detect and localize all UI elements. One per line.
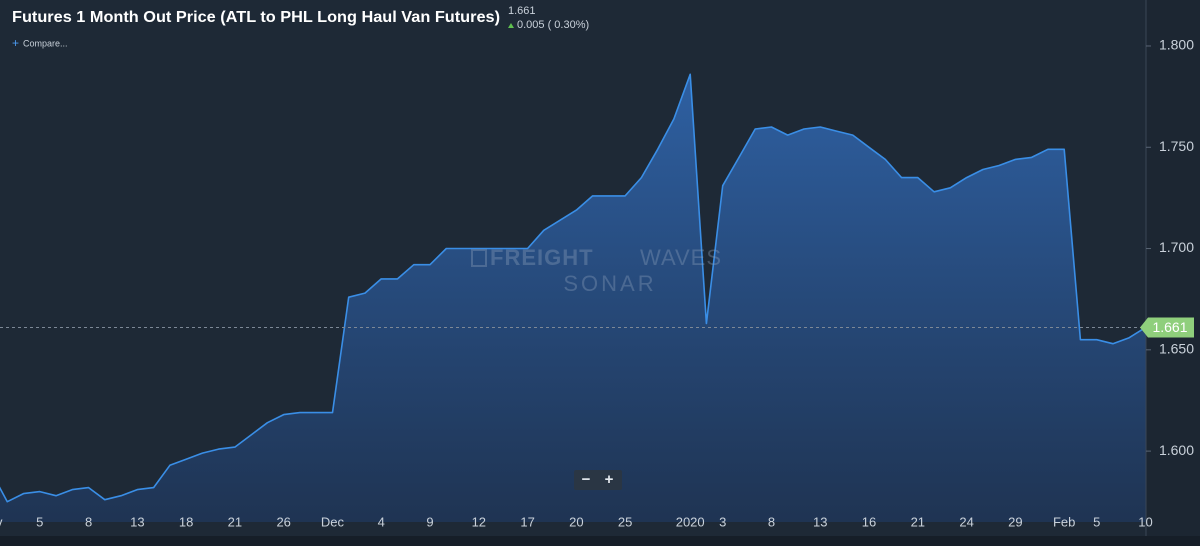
last-price: 1.661 (508, 5, 536, 17)
x-tick-label: 29 (1008, 514, 1022, 529)
x-tick-label: 17 (520, 514, 534, 529)
bottom-strip (0, 536, 1200, 546)
x-tick-label: 26 (276, 514, 290, 529)
last-price-marker-label: 1.661 (1152, 319, 1187, 335)
watermark-logo (471, 249, 487, 267)
compare-button[interactable]: Compare... (23, 38, 68, 48)
watermark: FREIGHT WAVES SONAR (471, 245, 722, 296)
x-tick-label: 8 (85, 514, 92, 529)
x-tick-label: Feb (1053, 514, 1075, 529)
zoom-bg (574, 470, 622, 490)
chart-title: Futures 1 Month Out Price (ATL to PHL Lo… (12, 9, 500, 26)
compare-plus[interactable]: + (12, 36, 19, 50)
area-fill (0, 74, 1146, 522)
x-tick-label: 25 (618, 514, 632, 529)
zoom-controls: − + (574, 470, 622, 490)
x-tick-label: 2020 (676, 514, 705, 529)
x-tick-label: 13 (130, 514, 144, 529)
x-tick-label: 10 (1138, 514, 1152, 529)
y-tick-label: 1.650 (1159, 341, 1194, 357)
price-line (0, 73, 1146, 503)
x-tick-label: 20 (569, 514, 583, 529)
x-tick-label: Nov (0, 514, 3, 529)
x-tick-label: 21 (911, 514, 925, 529)
x-tick-label: 12 (472, 514, 486, 529)
x-tick-label: 21 (228, 514, 242, 529)
x-tick-label: Dec (321, 514, 345, 529)
watermark-sub: SONAR (563, 271, 656, 296)
x-tick-label: 3 (719, 514, 726, 529)
y-tick-label: 1.700 (1159, 239, 1194, 255)
change-arrow (508, 23, 514, 28)
x-tick-label: 5 (1093, 514, 1100, 529)
x-tick-label: 9 (426, 514, 433, 529)
last-price-marker (1140, 317, 1194, 338)
x-tick-label: 5 (36, 514, 43, 529)
x-tick-label: 24 (959, 514, 973, 529)
x-tick-label: 13 (813, 514, 827, 529)
x-tick-label: 8 (768, 514, 775, 529)
x-tick-label: 4 (378, 514, 385, 529)
y-tick-label: 1.750 (1159, 138, 1194, 154)
y-tick-label: 1.800 (1159, 37, 1194, 53)
zoom-in[interactable]: + (605, 471, 614, 488)
watermark-light: WAVES (640, 245, 722, 270)
x-tick-label: 18 (179, 514, 193, 529)
y-axis-panel (1146, 0, 1200, 546)
zoom-out[interactable]: − (582, 471, 591, 488)
plot-area (0, 73, 1146, 522)
x-tick-label: 16 (862, 514, 876, 529)
y-tick-label: 1.600 (1159, 442, 1194, 458)
watermark-bold: FREIGHT (490, 245, 594, 270)
change-text: 0.005 ( 0.30%) (517, 19, 589, 31)
